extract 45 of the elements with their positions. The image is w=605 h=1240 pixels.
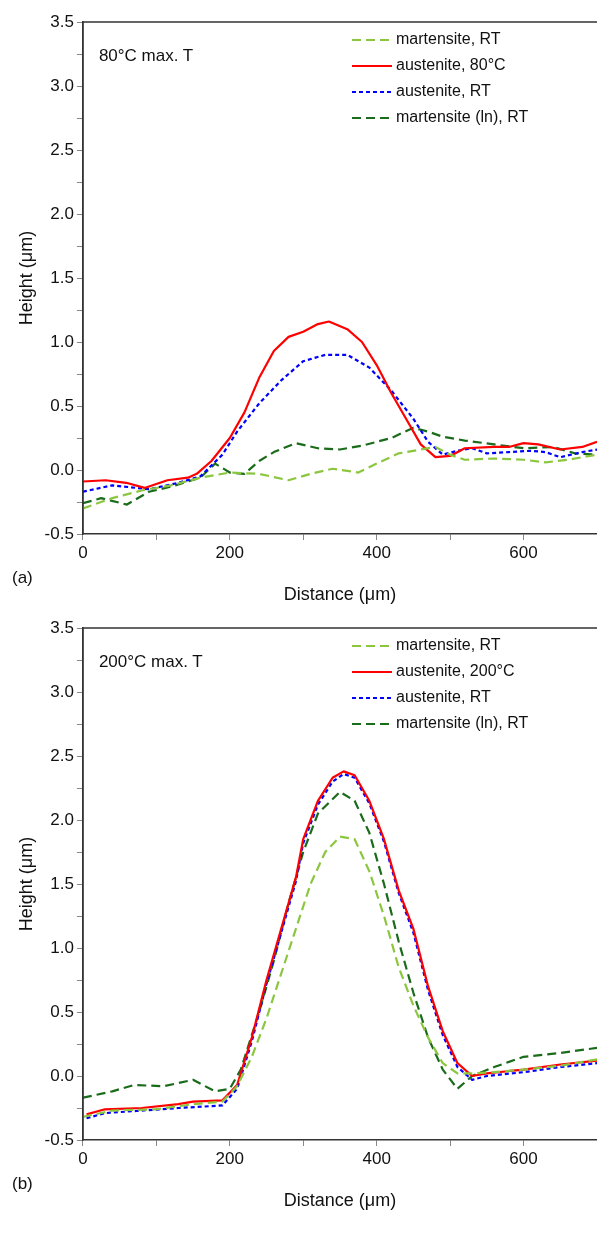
y-tick-label: 0.5: [50, 395, 74, 415]
y-tick-label: 2.5: [50, 745, 74, 765]
annotation: 200°C max. T: [98, 651, 203, 671]
text: (a): [12, 567, 33, 587]
x-tick-label: 0: [78, 542, 88, 562]
y-tick-label: 2.0: [50, 203, 74, 223]
x-tick-label: 0: [78, 1148, 88, 1168]
legend-label: austenite, RT: [396, 688, 492, 706]
y-tick-label: 1.0: [50, 937, 74, 957]
legend-label: martensite, RT: [396, 636, 501, 654]
y-tick-label: 1.5: [50, 267, 74, 287]
legend-label: austenite, 200°C: [396, 662, 515, 680]
x-tick-label: 400: [362, 542, 391, 562]
y-tick-label: 0.0: [50, 1065, 74, 1085]
y-tick-label: 0.0: [50, 459, 74, 479]
y-axis-title: Height (μm): [15, 836, 36, 932]
x-axis-title: Distance (μm): [283, 1190, 397, 1211]
x-tick-label: 200: [215, 542, 244, 562]
y-tick-label: 1.5: [50, 873, 74, 893]
legend-label: martensite (ln), RT: [396, 108, 529, 126]
line-series: [82, 835, 597, 1119]
legend-label: martensite (ln), RT: [396, 714, 529, 732]
x-tick-label: 600: [509, 542, 538, 562]
y-tick-label: 3.0: [50, 75, 74, 95]
y-tick-label: 2.0: [50, 809, 74, 829]
legend-label: martensite, RT: [396, 30, 501, 48]
y-tick-label: 3.5: [50, 617, 74, 637]
line-series: [82, 445, 597, 510]
y-tick-label: 2.5: [50, 139, 74, 159]
x-tick-label: 600: [509, 1148, 538, 1168]
y-axis-title: Height (μm): [15, 230, 36, 326]
y-tick-label: 0.5: [50, 1001, 74, 1021]
x-tick-label: 200: [215, 1148, 244, 1168]
y-tick-label: -0.5: [44, 523, 74, 543]
x-axis-title: Distance (μm): [283, 584, 397, 605]
text: (b): [12, 1173, 33, 1193]
y-tick-label: -0.5: [44, 1129, 74, 1149]
x-tick-label: 400: [362, 1148, 391, 1168]
y-tick-label: 3.5: [50, 11, 74, 31]
line-series: [82, 353, 597, 493]
legend-label: austenite, 80°C: [396, 56, 506, 74]
annotation: 80°C max. T: [98, 45, 194, 65]
y-tick-label: 1.0: [50, 331, 74, 351]
y-tick-label: 3.0: [50, 681, 74, 701]
legend-label: austenite, RT: [396, 82, 492, 100]
